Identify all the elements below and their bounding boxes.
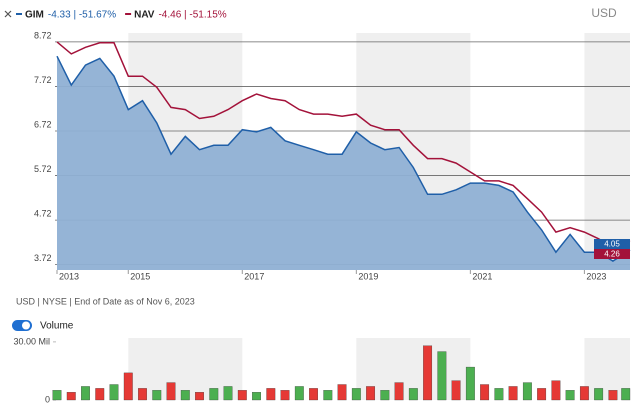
volume-bar: [81, 386, 90, 401]
volume-bar: [351, 388, 361, 401]
currency[interactable]: USD: [591, 6, 617, 20]
volume-bar: [280, 390, 290, 401]
end-label: 4.05: [604, 240, 620, 249]
x-tick-label: 2013: [59, 271, 79, 281]
volume-bar: [522, 382, 532, 401]
volume-bar: [123, 372, 133, 401]
volume-bar: [437, 351, 447, 401]
x-tick-label: 2017: [244, 271, 264, 281]
volume-bar: [337, 384, 347, 401]
volume-bar: [237, 390, 247, 401]
volume-bar: [223, 386, 233, 401]
line: [56, 55, 631, 262]
volume-bar: [465, 366, 475, 401]
x-tick-label: 2023: [586, 271, 606, 281]
volume-bar: [138, 388, 147, 401]
volume-bar: [494, 388, 504, 401]
volume-bar: [621, 388, 631, 401]
x-tick-label: 2019: [358, 271, 378, 281]
volume-bar: [195, 392, 204, 401]
line: [56, 41, 631, 249]
band: [128, 338, 243, 400]
y-tick-label: 0: [45, 394, 50, 404]
volume-bar: [537, 388, 547, 401]
volume-bar: [551, 380, 561, 401]
y-tick-label: 5.72: [34, 164, 52, 174]
volume-bar: [423, 345, 433, 401]
footer: USD | NYSE | End of Date as of Nov 6, 20…: [16, 296, 195, 306]
y-tick-label: 6.72: [34, 119, 52, 129]
legend-name: GIM: [25, 10, 44, 21]
volume-bar: [309, 388, 318, 401]
volume-bar: [508, 386, 518, 401]
volume-bar: [152, 390, 162, 401]
x-tick-label: 2021: [472, 271, 492, 281]
volume-bar: [480, 384, 490, 401]
volume-bar: [565, 390, 575, 401]
volume-bar: [294, 386, 304, 401]
volume-bar: [52, 390, 62, 401]
y-tick-label: 30.00 Mil: [13, 336, 50, 346]
band: [584, 33, 630, 270]
volume-bar: [366, 386, 376, 401]
close-icon[interactable]: [4, 10, 12, 18]
volume-bar: [109, 384, 119, 401]
end-label-box: [594, 239, 630, 249]
volume-bar: [209, 388, 219, 401]
volume-bar: [579, 386, 589, 401]
legend-change: -4.33 | -51.67%: [48, 10, 116, 21]
volume-bar: [608, 390, 618, 401]
legend-name: NAV: [134, 10, 155, 21]
area: [57, 56, 630, 271]
volume-label[interactable]: Volume: [40, 321, 74, 332]
volume-bar: [166, 382, 176, 401]
y-tick-label: 8.72: [34, 30, 52, 40]
end-label-box: [594, 249, 630, 259]
x-tick-label: 2015: [130, 271, 150, 281]
volume-bar: [380, 390, 390, 401]
toggle-knob: [22, 321, 30, 330]
y-tick-label: 3.72: [34, 253, 52, 263]
volume-bar: [266, 388, 276, 401]
volume-bar: [451, 380, 461, 401]
volume-bar: [252, 392, 261, 401]
volume-bar: [408, 388, 418, 401]
y-tick-label: 7.72: [34, 75, 52, 85]
volume-bar: [394, 382, 404, 401]
legend-change: -4.46 | -51.15%: [158, 10, 226, 21]
volume-bar: [323, 390, 333, 401]
volume-bar: [180, 390, 190, 401]
volume-bar: [594, 388, 604, 401]
end-label: 4.26: [604, 250, 620, 259]
y-tick-label: 4.72: [34, 208, 52, 218]
volume-bar: [66, 392, 76, 401]
volume-bar: [95, 388, 105, 401]
close-stroke: [4, 10, 12, 18]
